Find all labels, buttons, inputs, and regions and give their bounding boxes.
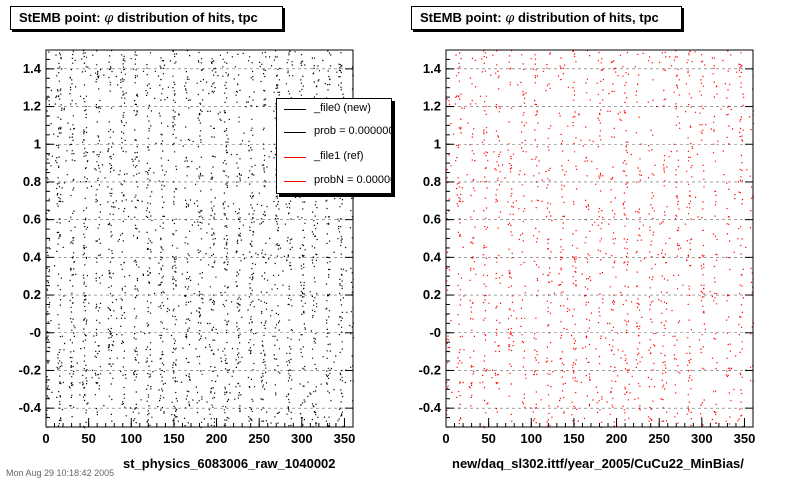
y-tick-label: 0.2 — [23, 287, 41, 302]
y-tick-label: 0.6 — [423, 212, 441, 227]
legend-entry: _file1 (ref) — [277, 149, 391, 165]
left-title-prefix: StEMB point: — [19, 10, 105, 25]
x-tick-label: 350 — [734, 431, 756, 446]
y-tick-label: -0.2 — [419, 362, 441, 377]
y-tick-label: 1.4 — [423, 61, 442, 76]
y-tick-label: 0.8 — [23, 174, 41, 189]
x-tick-label: 200 — [206, 431, 228, 446]
footer-timestamp: Mon Aug 29 10:18:42 2005 — [6, 468, 115, 478]
y-tick-label: 1 — [34, 136, 41, 151]
y-tick-label: -0.2 — [19, 362, 41, 377]
y-tick-label: -0 — [29, 325, 41, 340]
legend-label-file0: _file0 (new) — [314, 102, 371, 114]
x-tick-label: 250 — [248, 431, 270, 446]
x-tick-label: 350 — [334, 431, 356, 446]
x-tick-label: 50 — [81, 431, 95, 446]
legend-swatch-file0 — [284, 109, 306, 110]
y-tick-label: 0.2 — [423, 287, 441, 302]
y-tick-label: 1 — [434, 136, 441, 151]
hit-markers — [446, 50, 755, 429]
left-title-phi: φ — [104, 11, 114, 26]
legend-swatch-file1 — [284, 157, 306, 158]
right-x-axis-title: new/daq_sl302.ittf/year_2005/CuCu22_MinB… — [452, 456, 744, 471]
left-x-axis-title: st_physics_6083006_raw_1040002 — [123, 456, 336, 471]
right-title-phi: φ — [505, 11, 515, 26]
x-tick-label: 250 — [648, 431, 670, 446]
x-tick-label: 0 — [442, 431, 449, 446]
left-title-suffix: distribution of hits, tpc — [113, 10, 258, 25]
y-tick-label: -0.4 — [19, 400, 42, 415]
x-tick-label: 150 — [563, 431, 585, 446]
x-tick-label: 150 — [163, 431, 185, 446]
right-title-prefix: StEMB point: — [420, 10, 506, 25]
y-tick-label: 1.2 — [423, 99, 441, 114]
legend-swatch-probn — [284, 181, 306, 182]
x-tick-label: 300 — [691, 431, 713, 446]
legend-label-file1: _file1 (ref) — [314, 150, 364, 162]
x-tick-label: 300 — [291, 431, 313, 446]
y-tick-label: 0.4 — [23, 249, 42, 264]
legend-label-probn: probN = 0.000000 — [314, 174, 391, 186]
x-tick-label: 50 — [481, 431, 495, 446]
y-tick-label: 1.2 — [23, 99, 41, 114]
legend-entry: _file0 (new) — [277, 101, 391, 117]
y-tick-label: -0 — [429, 325, 441, 340]
y-tick-label: 0.6 — [23, 212, 41, 227]
x-tick-label: 100 — [120, 431, 142, 446]
legend-entry: probN = 0.000000 — [277, 173, 391, 189]
right-chart-title: StEMB point: φ distribution of hits, tpc — [411, 6, 682, 30]
legend: _file0 (new) prob = 0.000000 _file1 (ref… — [276, 98, 392, 194]
x-tick-label: 0 — [42, 431, 49, 446]
legend-entry: prob = 0.000000 — [277, 124, 392, 140]
y-tick-label: 1.4 — [23, 61, 42, 76]
scatter-points-right — [446, 50, 755, 429]
x-tick-label: 200 — [606, 431, 628, 446]
left-chart-title: StEMB point: φ distribution of hits, tpc — [10, 6, 283, 30]
legend-swatch-prob — [284, 132, 306, 133]
y-tick-label: -0.4 — [419, 400, 442, 415]
right-title-suffix: distribution of hits, tpc — [514, 10, 659, 25]
y-tick-label: 0.8 — [423, 174, 441, 189]
legend-label-prob: prob = 0.000000 — [314, 125, 392, 137]
y-tick-label: 0.4 — [423, 249, 442, 264]
x-tick-label: 100 — [520, 431, 542, 446]
